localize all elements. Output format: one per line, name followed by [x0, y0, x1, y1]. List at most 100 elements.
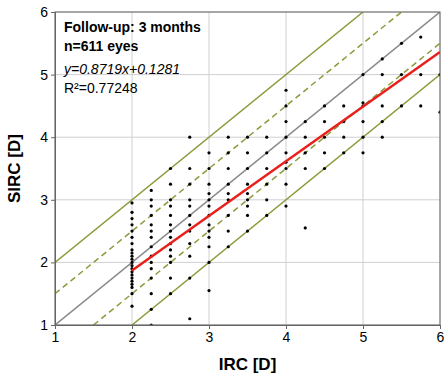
tick-label: 3: [40, 192, 48, 208]
tick-label: 5: [40, 67, 48, 83]
point: [361, 73, 364, 76]
point: [169, 292, 172, 295]
line: [55, 12, 440, 325]
point: [342, 104, 345, 107]
point: [284, 167, 287, 170]
point: [130, 251, 133, 254]
tick-label: 2: [129, 329, 137, 345]
point: [150, 292, 153, 295]
tick-label: 6: [437, 329, 445, 345]
point: [246, 183, 249, 186]
point: [265, 198, 268, 201]
point: [150, 223, 153, 226]
point: [130, 273, 133, 276]
point: [130, 211, 133, 214]
tick-mark: [51, 75, 55, 76]
point: [169, 255, 172, 258]
point: [227, 151, 230, 154]
point: [169, 230, 172, 233]
point: [227, 136, 230, 139]
point: [227, 230, 230, 233]
point: [419, 35, 422, 38]
line: [55, 12, 363, 262]
tick: 3: [206, 325, 214, 345]
tick-label: 4: [283, 329, 291, 345]
point: [150, 308, 153, 311]
point: [188, 136, 191, 139]
point: [169, 167, 172, 170]
tick-mark: [51, 262, 55, 263]
tick-label: 2: [40, 254, 48, 270]
point: [169, 183, 172, 186]
point: [150, 267, 153, 270]
point: [207, 261, 210, 264]
point: [207, 204, 210, 207]
point: [130, 236, 133, 239]
point: [130, 280, 133, 283]
point: [130, 217, 133, 220]
point: [323, 167, 326, 170]
tick-mark: [51, 200, 55, 201]
point: [400, 73, 403, 76]
tick-label: 1: [52, 329, 60, 345]
point: [400, 104, 403, 107]
point: [188, 317, 191, 320]
point: [361, 101, 364, 104]
grid-line-x: [363, 12, 364, 325]
point: [130, 201, 133, 204]
y-axis-title: SIRC [D]: [5, 134, 24, 203]
point: [381, 57, 384, 60]
point: [304, 167, 307, 170]
point: [323, 151, 326, 154]
point: [207, 236, 210, 239]
point: [381, 136, 384, 139]
point: [130, 264, 133, 267]
tick-mark: [51, 325, 55, 326]
point: [227, 245, 230, 248]
point: [265, 167, 268, 170]
point: [304, 151, 307, 154]
point: [130, 286, 133, 289]
point: [342, 136, 345, 139]
tick: 2: [40, 254, 55, 270]
grid: [55, 12, 440, 325]
tick: 4: [40, 129, 55, 145]
point: [150, 261, 153, 264]
point: [150, 204, 153, 207]
tick-label: 1: [40, 317, 48, 333]
point: [323, 120, 326, 123]
point: [130, 223, 133, 226]
point: [246, 136, 249, 139]
point: [304, 120, 307, 123]
point: [381, 104, 384, 107]
point: [227, 214, 230, 217]
tick-label: 4: [40, 129, 48, 145]
point: [419, 104, 422, 107]
tick-label: 3: [206, 329, 214, 345]
point: [150, 189, 153, 192]
frame: [55, 12, 440, 325]
point: [246, 198, 249, 201]
point: [130, 305, 133, 308]
point: [207, 192, 210, 195]
point: [130, 248, 133, 251]
point: [246, 192, 249, 195]
point: [169, 223, 172, 226]
point: [284, 151, 287, 154]
point: [188, 198, 191, 201]
point: [130, 230, 133, 233]
tick: 4: [283, 325, 291, 345]
point: [381, 73, 384, 76]
point: [169, 276, 172, 279]
axis-line: [51, 13, 56, 326]
point: [265, 151, 268, 154]
point: [188, 167, 191, 170]
point: [130, 242, 133, 245]
y-axis: 1 2 3 4 5 6: [40, 4, 55, 333]
point: [246, 204, 249, 207]
line: [132, 52, 440, 270]
point: [227, 167, 230, 170]
point: [227, 192, 230, 195]
tick-label: 6: [40, 4, 48, 20]
x-axis: 123456: [52, 325, 445, 345]
